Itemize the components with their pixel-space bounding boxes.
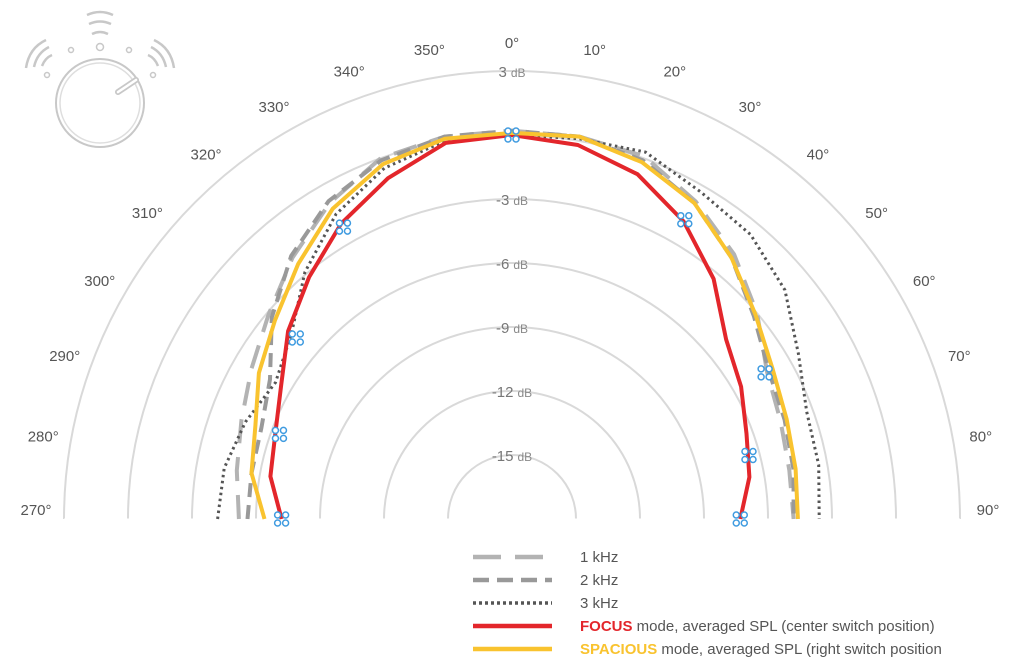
data-marker: [732, 511, 749, 527]
data-marker: [757, 365, 773, 381]
ring-label: -3 dB: [496, 192, 528, 209]
series-line: [268, 133, 752, 520]
ring-label: -9 dB: [496, 320, 528, 337]
angle-label: 30°: [739, 99, 762, 116]
angle-tick-labels: 270°280°290°300°310°320°330°340°350° 0° 10…: [20, 35, 999, 519]
angle-label: 10°: [583, 42, 606, 59]
knob-dot: [149, 71, 157, 79]
legend-label: 2 kHz: [580, 572, 618, 589]
angle-label: 80°: [969, 428, 992, 445]
ring-label-value: -9: [496, 320, 509, 337]
grid-ring: [255, 262, 769, 520]
ring-label-unit: dB: [513, 194, 528, 208]
legend-item: 2 kHz: [473, 572, 618, 589]
angle-label: 40°: [807, 146, 830, 163]
angle-label: 290°: [49, 348, 80, 365]
legend-label: FOCUS mode, averaged SPL (center switch …: [580, 618, 935, 635]
data-marker: [741, 447, 757, 464]
legend-item: 3 kHz: [473, 595, 618, 612]
data-markers: [271, 127, 773, 527]
knob-dot: [125, 46, 133, 54]
knob-wave-top: [86, 10, 114, 36]
legend: 1 kHz 2 kHz 3 kHz FOCUS mode, averaged SPL …: [473, 549, 942, 658]
legend-label: 1 kHz: [580, 549, 618, 566]
ring-label: -15 dB: [492, 448, 532, 465]
legend-label: SPACIOUS mode, averaged SPL (right switc…: [580, 641, 942, 658]
knob-wave-right: [147, 38, 176, 69]
angle-label: 300°: [84, 273, 115, 290]
ring-label-value: -15: [492, 448, 514, 465]
legend-label-part: SPACIOUS: [580, 641, 657, 658]
ring-label-unit: dB: [518, 386, 533, 400]
angle-label: 330°: [258, 99, 289, 116]
angle-label: 70°: [948, 348, 971, 365]
grid-ring: [383, 390, 641, 520]
knob-dot: [67, 46, 75, 54]
ring-label: -6 dB: [496, 256, 528, 273]
data-marker: [271, 426, 288, 443]
knob-circle: [55, 58, 145, 148]
data-marker: [273, 511, 290, 527]
angle-label: 20°: [663, 64, 686, 81]
angle-label: 270°: [20, 502, 51, 519]
volume-knob-icon: [24, 10, 176, 148]
legend-label: 3 kHz: [580, 595, 618, 612]
data-marker: [504, 127, 520, 143]
legend-item: SPACIOUS mode, averaged SPL (right switc…: [473, 641, 942, 658]
ring-label-unit: dB: [511, 66, 526, 80]
legend-label-part: mode, averaged SPL (center switch positi…: [633, 618, 935, 635]
grid-ring: [63, 70, 961, 520]
grid-ring: [319, 326, 705, 520]
grid-ring: [191, 198, 833, 520]
legend-label-part: mode, averaged SPL (right switch positio…: [657, 641, 942, 658]
legend-item: 1 kHz: [473, 549, 618, 566]
legend-label-part: 1 kHz: [580, 549, 618, 566]
angle-label: 340°: [334, 64, 365, 81]
ring-label-value: -12: [492, 384, 514, 401]
data-marker: [677, 211, 693, 228]
knob-dot: [43, 71, 51, 79]
legend-label-part: FOCUS: [580, 618, 633, 635]
ring-label-unit: dB: [513, 258, 528, 272]
data-marker: [335, 219, 352, 235]
angle-label: 280°: [28, 428, 59, 445]
ring-label-unit: dB: [518, 450, 533, 464]
ring-label-value: 3: [498, 64, 506, 81]
angle-label: 350°: [414, 42, 445, 59]
angle-label: 310°: [132, 205, 163, 222]
ring-label-unit: dB: [513, 322, 528, 336]
legend-item: FOCUS mode, averaged SPL (center switch …: [473, 618, 935, 635]
angle-label: 90°: [977, 502, 1000, 519]
series-line: [216, 133, 821, 520]
series-line: [245, 128, 796, 520]
angle-label: 0°: [505, 35, 519, 52]
grid-ring: [447, 454, 577, 520]
knob-wave-left: [24, 38, 53, 69]
ring-label-value: -6: [496, 256, 509, 273]
ring-label: -12 dB: [492, 384, 532, 401]
ring-value-labels: 3 dB -3 dB -6 dB -9 dB -12 dB -15 dB: [492, 64, 532, 465]
angle-label: 320°: [191, 146, 222, 163]
legend-label-part: 2 kHz: [580, 572, 618, 589]
ring-label: 3 dB: [498, 64, 525, 81]
angle-label: 60°: [913, 273, 936, 290]
knob-dot: [95, 42, 105, 52]
legend-label-part: 3 kHz: [580, 595, 618, 612]
data-marker: [288, 330, 305, 346]
angle-label: 50°: [865, 205, 888, 222]
knob-inner-circle: [59, 62, 141, 144]
ring-label-value: -3: [496, 192, 509, 209]
